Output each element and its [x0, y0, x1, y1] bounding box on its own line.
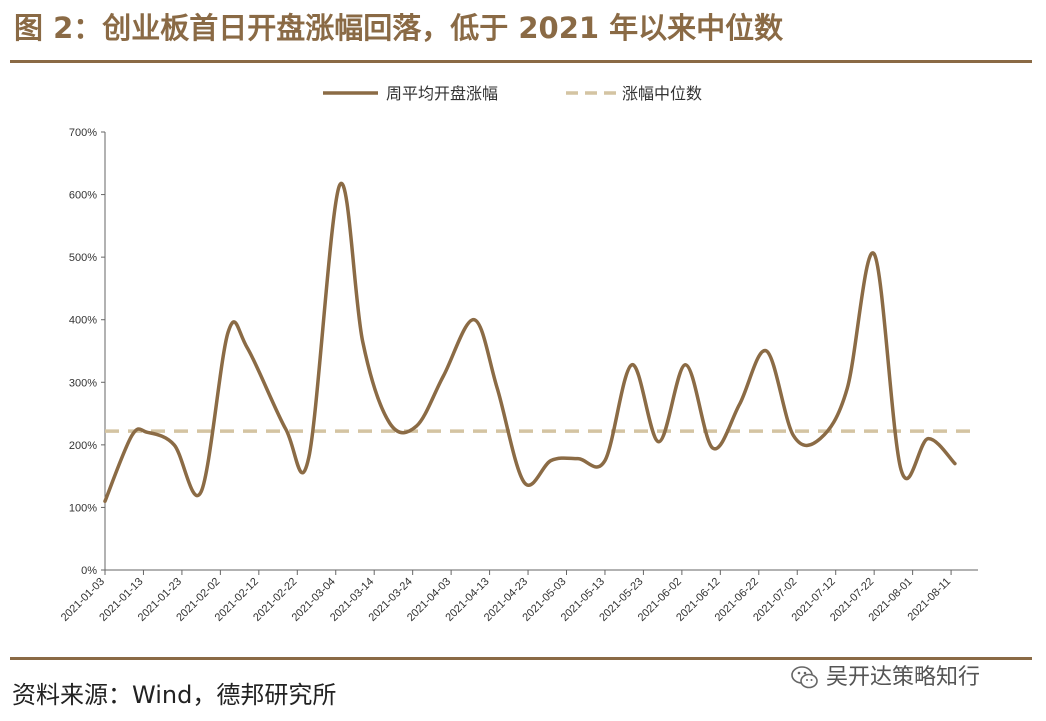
y-tick-label: 400%: [69, 315, 97, 327]
y-tick-label: 600%: [69, 190, 97, 202]
chart-legend: 周平均开盘涨幅 涨幅中位数: [323, 84, 702, 103]
legend-label-weekly-avg: 周平均开盘涨幅: [386, 84, 498, 103]
plot-area: [103, 181, 978, 503]
bottom-divider: [10, 657, 1032, 660]
wechat-icon: [791, 666, 818, 689]
watermark-text: 吴开达策略知行: [826, 665, 981, 690]
x-axis: 2021-01-032021-01-132021-01-232021-02-02…: [59, 569, 978, 624]
y-tick-label: 300%: [69, 377, 97, 389]
y-axis: 0% 100% 200% 300% 400% 500% 600% 700%: [69, 127, 106, 577]
y-tick-label: 0%: [81, 565, 97, 577]
top-divider: [10, 60, 1032, 63]
source-note: 资料来源：Wind，德邦研究所: [12, 681, 337, 709]
y-tick-label: 500%: [69, 252, 97, 264]
y-tick-label: 200%: [69, 440, 97, 452]
y-tick-label: 700%: [69, 127, 97, 139]
series-weekly-avg-line: [103, 181, 957, 503]
figure-title: 图 2：创业板首日开盘涨幅回落，低于 2021 年以来中位数: [14, 11, 784, 45]
watermark: 吴开达策略知行: [790, 660, 980, 696]
y-tick-label: 100%: [69, 502, 97, 514]
legend-label-median: 涨幅中位数: [622, 84, 702, 103]
